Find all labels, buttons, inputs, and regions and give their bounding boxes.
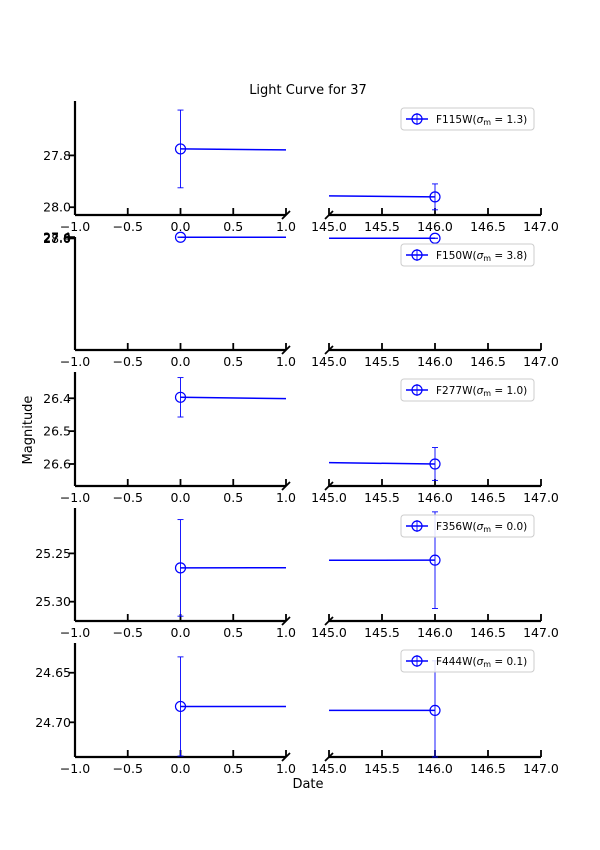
chart-title: Light Curve for 37	[249, 83, 367, 98]
y-axis-label: Magnitude	[21, 396, 36, 465]
data-point	[429, 554, 441, 566]
x-tick-label: −0.5	[113, 219, 143, 234]
x-tick-label: 147.0	[523, 219, 559, 234]
x-axis-label: Date	[292, 777, 323, 792]
legend-box	[400, 378, 535, 402]
x-tick-label: 1.0	[276, 219, 296, 234]
y-tick-label: 24.70	[35, 715, 71, 730]
legend-label: F277W(σm = 1.0)	[436, 385, 527, 398]
x-tick-label: 145.0	[311, 219, 347, 234]
data-point	[429, 191, 441, 203]
x-tick-label: 146.0	[417, 625, 453, 640]
y-tick-label: 25.25	[35, 546, 71, 561]
x-tick-label: 0.5	[223, 625, 243, 640]
x-tick-label: 146.5	[470, 761, 506, 776]
y-tick-label: 27.4	[43, 230, 71, 245]
x-tick-label: 145.0	[311, 761, 347, 776]
data-point	[174, 143, 187, 155]
y-tick-label: 27.8	[43, 230, 71, 245]
x-tick-label: 0.0	[171, 219, 191, 234]
panel-f150w: −1.0 −0.5 0.0 0.5 1.0 145.0 145.5 146.0 146.5 147…	[43, 230, 559, 369]
x-tick-label: 1.0	[276, 354, 296, 369]
x-tick-label: 145.0	[311, 490, 347, 505]
x-tick-label: −0.5	[113, 761, 143, 776]
panel-f356w: −1.0 −0.5 0.0 0.5 1.0 145.0 145.5 146.0 146.5 147…	[35, 508, 559, 640]
x-tick-label: 0.5	[223, 490, 243, 505]
x-tick-label: 145.5	[364, 625, 400, 640]
legend-label: F444W(σm = 0.1)	[436, 656, 527, 669]
x-tick-label: 1.0	[276, 625, 296, 640]
data-point	[174, 562, 187, 574]
x-tick-label: 146.0	[417, 490, 453, 505]
x-tick-label: 146.0	[417, 219, 453, 234]
x-tick-label: −0.5	[113, 625, 143, 640]
x-tick-label: −1.0	[60, 761, 90, 776]
x-tick-label: 145.5	[364, 761, 400, 776]
x-tick-label: −1.0	[60, 625, 90, 640]
x-tick-label: 0.0	[171, 761, 191, 776]
x-tick-label: 147.0	[523, 490, 559, 505]
data-point	[429, 704, 441, 717]
x-tick-label: 146.5	[470, 219, 506, 234]
data-point	[429, 232, 441, 244]
legend-label: F356W(σm = 0.0)	[436, 521, 527, 534]
x-tick-label: −0.5	[113, 354, 143, 369]
x-tick-label: 145.0	[311, 625, 347, 640]
y-tick-label: 28.0	[43, 200, 71, 215]
x-tick-label: 0.5	[223, 219, 243, 234]
x-tick-label: −1.0	[60, 219, 90, 234]
x-tick-label: −1.0	[60, 490, 90, 505]
legend-box	[400, 649, 535, 673]
x-tick-label: 146.0	[417, 761, 453, 776]
y-tick-label: 25.30	[35, 594, 71, 609]
x-tick-label: 146.5	[470, 354, 506, 369]
series-line-left	[180, 396, 287, 400]
data-point	[174, 231, 187, 243]
x-tick-label: 0.0	[171, 490, 191, 505]
x-tick-label: 1.0	[276, 761, 296, 776]
legend-box	[400, 514, 535, 538]
x-tick-label: 145.0	[311, 354, 347, 369]
x-tick-label: 0.5	[223, 761, 243, 776]
legend-label: F115W(σm = 1.3)	[436, 114, 527, 127]
data-point	[174, 391, 187, 403]
x-tick-label: 145.5	[364, 490, 400, 505]
x-tick-label: −1.0	[60, 354, 90, 369]
x-tick-label: 146.0	[417, 354, 453, 369]
panel-f277w: −1.0 −0.5 0.0 0.5 1.0 145.0 145.5 146.0 146.5 147…	[43, 372, 559, 505]
y-tick-label: 26.6	[43, 456, 71, 471]
x-tick-label: 145.5	[364, 219, 400, 234]
series-line-right	[328, 195, 436, 198]
y-tick-label: 28.0	[43, 231, 71, 246]
y-tick-label: 26.4	[43, 391, 71, 406]
panel-f115w: −1.0 −0.5 0.0 0.5 1.0 145.0 145.5 146.0 146.5 147…	[43, 101, 559, 234]
x-tick-label: 146.5	[470, 490, 506, 505]
x-tick-label: 147.0	[523, 625, 559, 640]
x-tick-label: 0.0	[171, 354, 191, 369]
series-line-left	[180, 148, 287, 151]
data-point	[174, 700, 187, 713]
legend-label: F150W(σm = 3.8)	[436, 250, 527, 263]
data-point	[429, 458, 441, 470]
x-tick-label: 145.5	[364, 354, 400, 369]
x-tick-label: 1.0	[276, 490, 296, 505]
panels-group: −1.0 −0.5 0.0 0.5 1.0 145.0 145.5 146.0 146.5 147…	[35, 101, 559, 776]
panel-f444w: −1.0 −0.5 0.0 0.5 1.0 145.0 145.5 146.0 146.5 147…	[35, 643, 559, 776]
y-tick-label: 27.6	[43, 230, 71, 245]
y-tick-label: 27.8	[43, 148, 71, 163]
legend-box	[400, 243, 535, 267]
x-tick-label: 0.5	[223, 354, 243, 369]
legend-box	[400, 107, 535, 131]
x-tick-label: 146.5	[470, 625, 506, 640]
x-tick-label: 147.0	[523, 761, 559, 776]
x-tick-label: 0.0	[171, 625, 191, 640]
y-tick-label: 26.5	[43, 424, 71, 439]
series-line-right	[328, 461, 436, 465]
x-tick-label: 147.0	[523, 354, 559, 369]
x-tick-label: −0.5	[113, 490, 143, 505]
y-tick-label: 24.65	[35, 665, 71, 680]
